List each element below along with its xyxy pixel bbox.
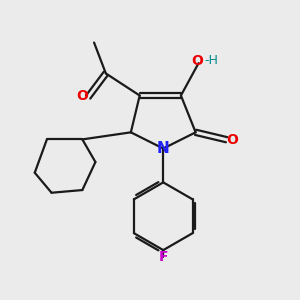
Text: O: O [226, 133, 238, 147]
Text: O: O [76, 88, 88, 103]
Text: N: N [157, 141, 169, 156]
Text: O: O [191, 54, 203, 68]
Text: F: F [158, 250, 168, 265]
Text: -H: -H [204, 54, 218, 67]
